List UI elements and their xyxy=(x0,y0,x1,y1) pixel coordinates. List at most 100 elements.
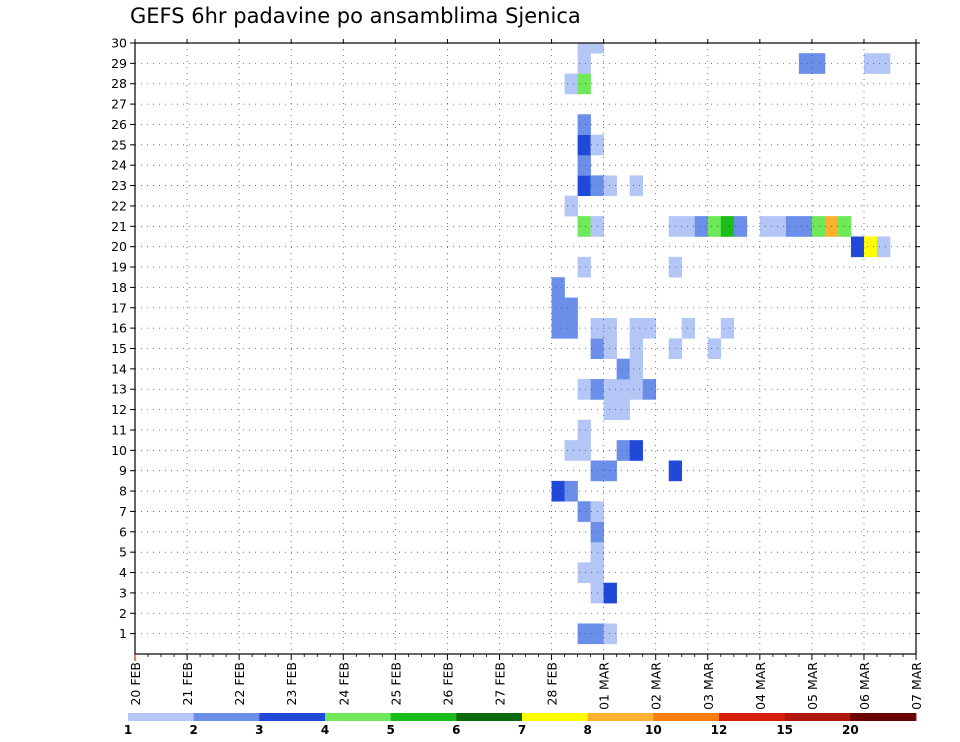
x-tick-label: 05 MAR xyxy=(805,662,820,710)
y-tick-label: 12 xyxy=(111,402,127,417)
colorbar-bin xyxy=(587,713,654,721)
colorbar-label: 20 xyxy=(842,723,859,737)
heatmap-cell xyxy=(616,379,630,400)
heatmap-cell xyxy=(629,175,643,197)
y-tick-label: 5 xyxy=(119,545,127,560)
x-tick-label: 07 MAR xyxy=(909,662,924,710)
heatmap-cell xyxy=(577,419,591,441)
heatmap-cell xyxy=(603,623,617,645)
heatmap-cell xyxy=(720,216,735,237)
colorbar-label: 1 xyxy=(124,723,132,737)
y-tick-label: 22 xyxy=(111,198,127,213)
heatmap-cell xyxy=(798,53,813,74)
colorbar-bin xyxy=(784,713,851,721)
heatmap-cell xyxy=(564,317,578,339)
y-tick-label: 9 xyxy=(119,463,127,478)
heatmap-cell xyxy=(577,114,591,135)
heatmap-cell xyxy=(837,216,852,237)
x-tick-label: 22 FEB xyxy=(232,662,247,706)
x-tick-label: 21 FEB xyxy=(180,662,195,706)
y-tick-label: 11 xyxy=(111,422,127,437)
colorbar-label: 15 xyxy=(776,723,793,737)
heatmap-cell xyxy=(577,73,591,95)
x-tick-label: 27 FEB xyxy=(492,662,507,706)
y-tick-label: 1 xyxy=(119,626,127,641)
heatmap-cell xyxy=(564,440,578,461)
y-tick-label: 18 xyxy=(111,280,127,295)
x-tick-label: 06 MAR xyxy=(857,662,872,710)
heatmap-cell xyxy=(707,338,722,359)
y-tick-label: 27 xyxy=(111,97,127,112)
heatmap-cell xyxy=(629,379,643,400)
colorbar-bin xyxy=(719,713,786,721)
heatmap-cell xyxy=(642,317,656,339)
heatmap-cell xyxy=(577,216,591,237)
y-tick-label: 16 xyxy=(111,321,127,336)
y-tick-label: 25 xyxy=(111,137,127,152)
heatmap-cell xyxy=(551,277,565,298)
heatmap-cell xyxy=(629,440,643,461)
colorbar-label: 3 xyxy=(255,723,263,737)
colorbar-bin xyxy=(653,713,720,721)
y-tick-label: 4 xyxy=(119,565,127,580)
heatmap-cell xyxy=(785,216,800,237)
y-tick-label: 29 xyxy=(111,56,127,71)
heatmap-cell xyxy=(603,460,617,482)
heatmap-cell xyxy=(720,317,735,339)
colorbar-bin xyxy=(325,713,392,721)
colorbar-bin xyxy=(390,713,457,721)
colorbar-bin xyxy=(456,713,523,721)
heatmap-cell xyxy=(577,256,591,278)
heatmap-cell xyxy=(603,338,617,359)
x-tick-label: 04 MAR xyxy=(753,662,768,710)
y-tick-label: 23 xyxy=(111,178,127,193)
heatmap-cell xyxy=(694,216,709,237)
colorbar-label: 10 xyxy=(645,723,662,737)
heatmap-cell xyxy=(590,43,604,54)
heatmap-cell xyxy=(577,175,591,197)
y-tick-label: 3 xyxy=(119,585,127,600)
heatmap-cell xyxy=(642,379,656,400)
y-tick-label: 19 xyxy=(111,260,127,275)
x-tick-label: 23 FEB xyxy=(284,662,299,706)
heatmap-cell xyxy=(577,501,591,522)
colorbar-label: 6 xyxy=(452,723,460,737)
heatmap-cell xyxy=(863,53,878,74)
x-tick-label: 20 FEB xyxy=(128,662,143,706)
heatmap-cell xyxy=(564,195,578,217)
colorbar-label: 8 xyxy=(583,723,591,737)
heatmap-cell xyxy=(629,358,643,380)
heatmap-cell xyxy=(603,379,617,400)
x-tick-label: 01 MAR xyxy=(597,662,612,710)
heatmap-cell xyxy=(616,399,630,421)
colorbar-label: 7 xyxy=(518,723,526,737)
y-tick-label: 8 xyxy=(119,484,127,499)
heatmap-cell xyxy=(629,338,643,359)
heatmap-cell xyxy=(681,317,696,339)
y-tick-label: 26 xyxy=(111,117,127,132)
colorbar-bin xyxy=(259,713,326,721)
heatmap-cell xyxy=(707,216,722,237)
y-tick-label: 24 xyxy=(111,158,127,173)
y-tick-label: 13 xyxy=(111,382,127,397)
y-tick-label: 7 xyxy=(119,504,127,519)
colorbar-label: 2 xyxy=(189,723,197,737)
heatmap-cell xyxy=(759,216,774,237)
heatmap-cell xyxy=(577,440,591,461)
heatmap-cell xyxy=(551,297,565,319)
heatmap-cell xyxy=(564,480,578,502)
y-tick-label: 10 xyxy=(111,443,127,458)
heatmap-cell xyxy=(811,53,826,74)
heatmap-cell xyxy=(577,623,591,645)
heatmap-cell xyxy=(811,216,826,237)
y-tick-label: 15 xyxy=(111,341,127,356)
heatmap-cell xyxy=(577,379,591,400)
heatmap-cell xyxy=(577,562,591,584)
y-tick-label: 28 xyxy=(111,76,127,91)
colorbar-label: 4 xyxy=(321,723,329,737)
heatmap-cell xyxy=(577,155,591,176)
heatmap-cell xyxy=(681,216,696,237)
heatmap-cell xyxy=(577,134,591,156)
chart-title: GEFS 6hr padavine po ansamblima Sjenica xyxy=(130,4,581,28)
